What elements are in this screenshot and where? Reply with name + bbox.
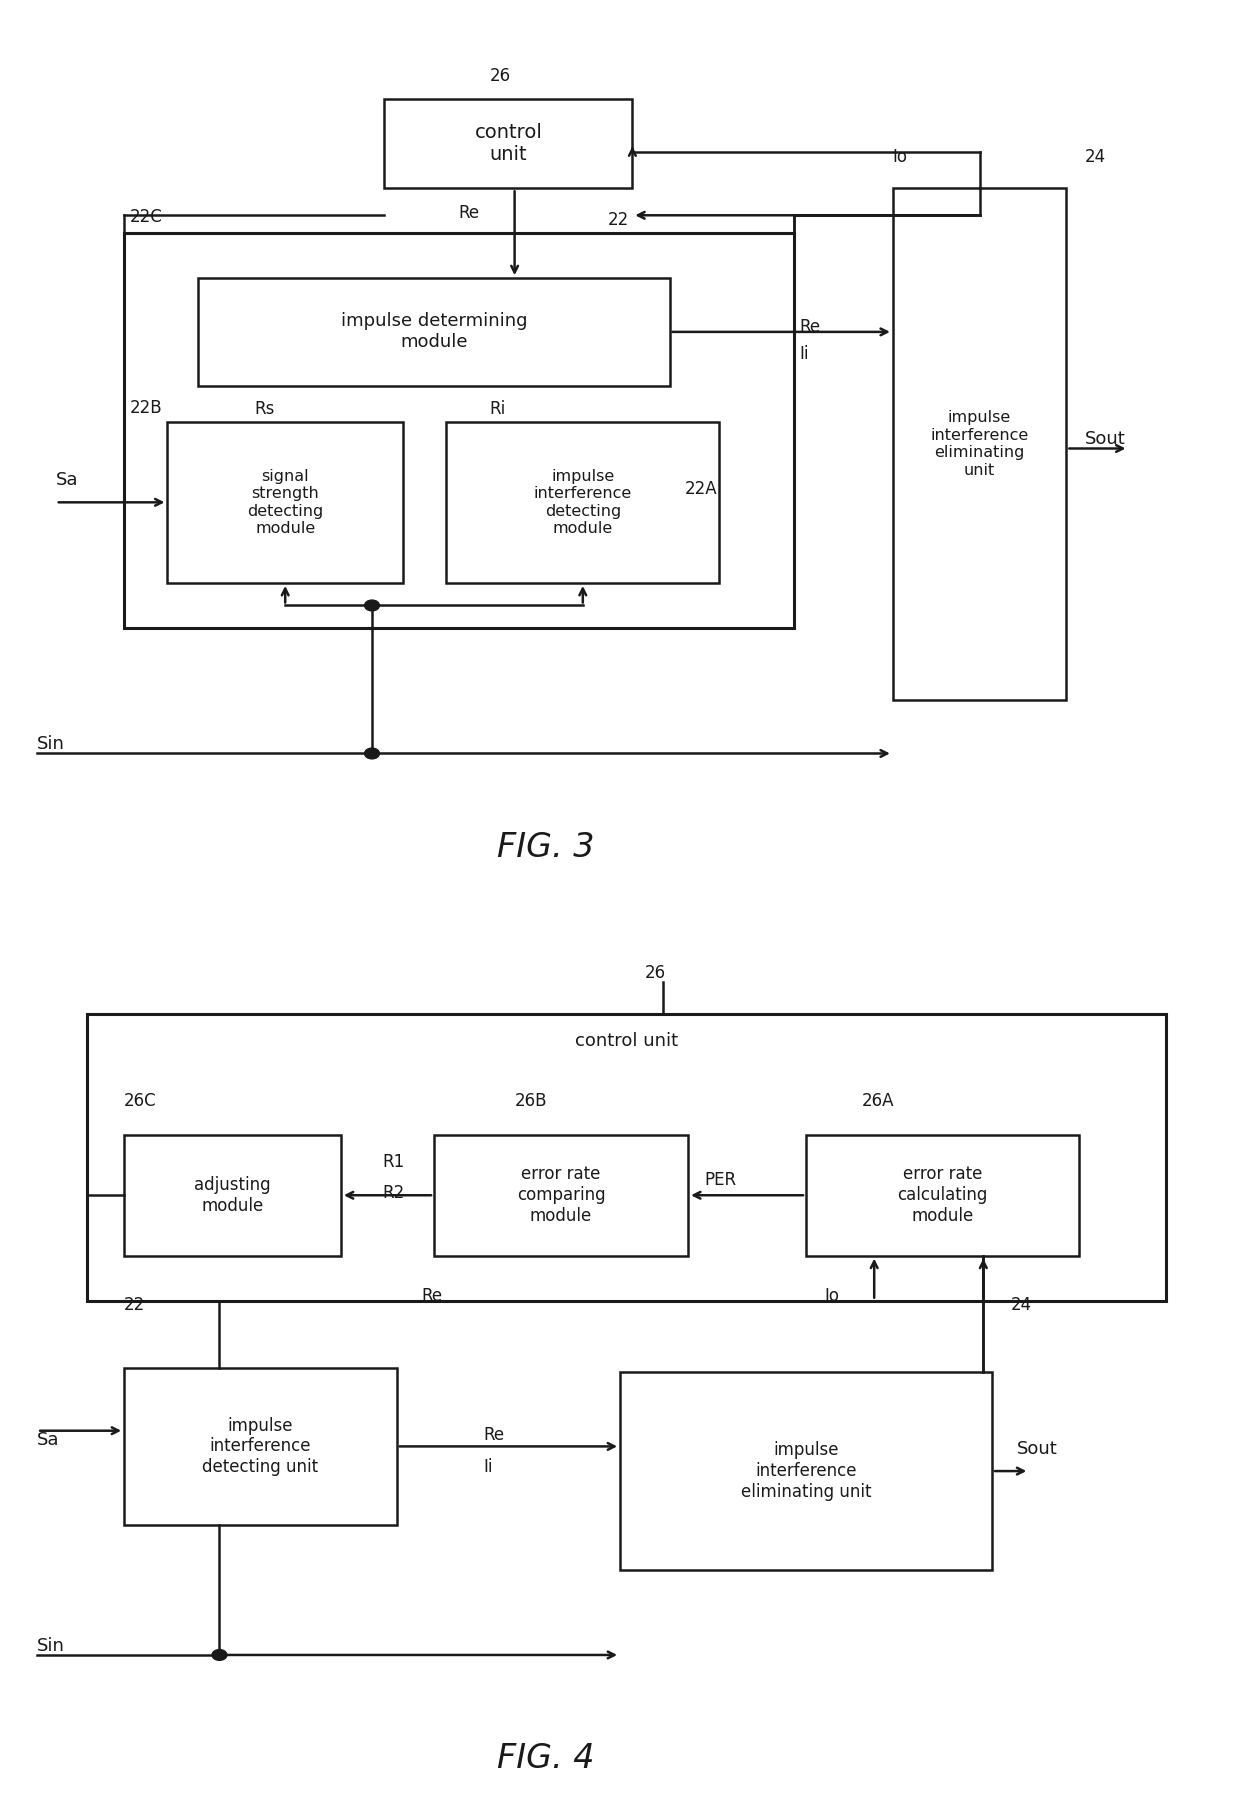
Text: Re: Re [800,318,821,337]
Text: 22: 22 [608,210,629,230]
Text: impulse
interference
detecting unit: impulse interference detecting unit [202,1417,319,1476]
Text: 26C: 26C [124,1091,156,1109]
Text: Re: Re [422,1286,443,1306]
Text: Re: Re [484,1426,505,1444]
Text: Io: Io [893,147,908,167]
Text: Re: Re [459,203,480,222]
FancyBboxPatch shape [198,278,670,386]
Text: Sout: Sout [1085,431,1126,448]
Text: 24: 24 [1011,1295,1032,1313]
Text: Io: Io [825,1286,839,1306]
Text: Rs: Rs [254,400,274,418]
Text: Ii: Ii [484,1457,494,1475]
FancyBboxPatch shape [167,422,403,583]
Text: impulse
interference
eliminating
unit: impulse interference eliminating unit [930,411,1029,477]
FancyBboxPatch shape [87,1014,1166,1301]
Text: 26: 26 [490,66,511,84]
FancyBboxPatch shape [620,1372,992,1570]
Text: error rate
calculating
module: error rate calculating module [898,1166,987,1225]
Text: Ri: Ri [490,400,506,418]
Text: impulse
interference
detecting
module: impulse interference detecting module [533,468,632,536]
Text: 26B: 26B [515,1091,547,1109]
Text: Ii: Ii [800,344,810,364]
Text: control
unit: control unit [475,124,542,163]
Text: control unit: control unit [574,1032,678,1049]
FancyBboxPatch shape [124,233,794,628]
Text: 22: 22 [124,1295,145,1313]
Text: R2: R2 [382,1184,404,1202]
Text: impulse
interference
eliminating unit: impulse interference eliminating unit [740,1441,872,1502]
FancyBboxPatch shape [124,1136,341,1256]
Text: 26A: 26A [862,1091,894,1109]
Text: 22B: 22B [130,398,162,418]
Text: Sa: Sa [56,470,78,490]
Text: FIG. 3: FIG. 3 [497,831,594,865]
FancyBboxPatch shape [384,99,632,188]
FancyBboxPatch shape [446,422,719,583]
Text: Sout: Sout [1017,1439,1058,1457]
Text: PER: PER [704,1170,737,1188]
FancyBboxPatch shape [893,188,1066,700]
Text: error rate
comparing
module: error rate comparing module [517,1166,605,1225]
Text: impulse determining
module: impulse determining module [341,312,527,352]
Text: 22C: 22C [130,208,162,226]
Text: 22A: 22A [684,479,717,499]
Circle shape [212,1650,227,1661]
Circle shape [365,599,379,612]
Text: 26: 26 [645,963,666,983]
Text: Sin: Sin [37,736,64,753]
FancyBboxPatch shape [806,1136,1079,1256]
Text: Sin: Sin [37,1636,64,1654]
FancyBboxPatch shape [434,1136,688,1256]
Text: signal
strength
detecting
module: signal strength detecting module [247,468,324,536]
Text: FIG. 4: FIG. 4 [497,1742,594,1774]
Text: adjusting
module: adjusting module [195,1175,270,1215]
FancyBboxPatch shape [124,1369,397,1525]
Text: 24: 24 [1085,147,1106,167]
Text: R1: R1 [382,1152,404,1171]
Circle shape [365,748,379,759]
Text: Sa: Sa [37,1430,60,1450]
